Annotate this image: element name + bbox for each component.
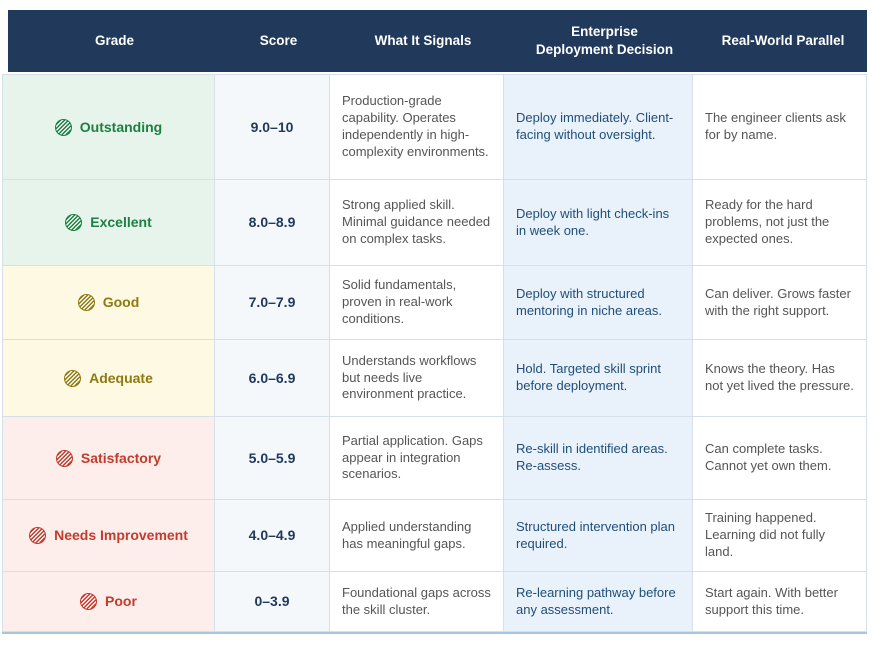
parallel-text: The engineer clients ask for by name. [705,110,846,142]
grade-label: Satisfactory [80,449,162,466]
score-value: 0–3.9 [254,593,290,610]
signals-cell: Solid fundamentals, proven in real-work … [330,266,504,340]
decision-text: Re-skill in identified areas. Re-assess. [516,441,668,473]
table-row: Excellent 8.0–8.9 Strong applied skill. … [2,180,867,266]
grade-cell: Excellent [2,180,215,266]
parallel-text: Training happened. Learning did not full… [705,510,825,559]
grade-dot-icon [55,449,73,467]
decision-text: Structured intervention plan required. [516,518,675,551]
signals-cell: Understands workflows but needs live env… [330,340,504,417]
column-header-label: What It Signals [374,32,472,48]
signals-cell: Production-grade capability. Operates in… [330,74,504,180]
decision-cell: Deploy with structured mentoring in nich… [504,266,693,340]
signals-cell: Foundational gaps across the skill clust… [330,572,504,632]
parallel-text: Start again. With better support this ti… [705,584,838,617]
score-value: 8.0–8.9 [248,214,296,231]
decision-cell: Structured intervention plan required. [504,500,693,572]
decision-text: Deploy with structured mentoring in nich… [516,285,662,318]
grade-cell: Adequate [2,340,215,417]
grade-cell: Satisfactory [2,417,215,500]
grade-dot-icon [64,369,82,387]
grade-label: Adequate [89,369,153,386]
grade-cell: Good [2,266,215,340]
grade-cell: Outstanding [2,74,215,180]
table-row: Outstanding 9.0–10 Production-grade capa… [2,74,867,180]
parallel-text: Ready for the hard problems, not just th… [705,197,830,246]
decision-cell: Hold. Targeted skill sprint before deplo… [504,340,693,417]
grade-label: Outstanding [79,118,163,135]
score-value: 6.0–6.9 [248,369,296,386]
score-value: 4.0–4.9 [248,527,296,544]
parallel-text: Can complete tasks. Cannot yet own them. [705,441,832,473]
decision-text: Deploy with light check-ins in week one. [516,205,670,238]
column-header-label-line-1: Enterprise [571,23,638,39]
decision-cell: Deploy immediately. Client-facing withou… [504,74,693,180]
grade-label: Needs Improvement [54,527,188,544]
table-row: Poor 0–3.9 Foundational gaps across the … [2,572,867,632]
decision-cell: Re-learning pathway before any assessmen… [504,572,693,632]
score-value: 5.0–5.9 [248,449,296,466]
decision-text: Deploy immediately. Client-facing withou… [516,110,674,142]
signals-text: Production-grade capability. Operates in… [342,93,489,159]
signals-text: Solid fundamentals, proven in real-work … [342,277,457,326]
score-cell: 0–3.9 [215,572,330,632]
column-header-label: Score [259,32,298,48]
signals-text: Foundational gaps across the skill clust… [342,584,491,617]
score-cell: 8.0–8.9 [215,180,330,266]
column-header-signals: What It Signals [336,10,510,72]
grade-label: Excellent [90,214,152,231]
grade-label: Good [102,294,140,311]
signals-cell: Partial application. Gaps appear in inte… [330,417,504,500]
signals-cell: Applied understanding has meaningful gap… [330,500,504,572]
decision-text: Re-learning pathway before any assessmen… [516,584,676,617]
grade-dot-icon [65,214,83,231]
table-row: Needs Improvement 4.0–4.9 Applied unders… [2,500,867,572]
table-row: Satisfactory 5.0–5.9 Partial application… [2,417,867,500]
grading-scale-table: Grade Score What It Signals Enterprise D… [2,10,867,634]
score-cell: 6.0–6.9 [215,340,330,417]
parallel-cell: Ready for the hard problems, not just th… [693,180,867,266]
table-row: Adequate 6.0–6.9 Understands workflows b… [2,340,867,417]
decision-text: Hold. Targeted skill sprint before deplo… [516,361,661,393]
signals-text: Applied understanding has meaningful gap… [342,518,472,551]
decision-cell: Re-skill in identified areas. Re-assess. [504,417,693,500]
column-header-deployment-decision: Enterprise Deployment Decision [510,10,699,72]
signals-cell: Strong applied skill. Minimal guidance n… [330,180,504,266]
score-cell: 4.0–4.9 [215,500,330,572]
table-body: Outstanding 9.0–10 Production-grade capa… [2,74,867,632]
signals-text: Strong applied skill. Minimal guidance n… [342,197,491,246]
parallel-cell: Start again. With better support this ti… [693,572,867,632]
signals-text: Partial application. Gaps appear in inte… [342,432,483,482]
column-header-label: Grade [94,32,135,48]
parallel-cell: The engineer clients ask for by name. [693,74,867,180]
grade-label: Poor [105,593,137,610]
signals-text: Understands workflows but needs live env… [342,352,477,402]
column-header-grade: Grade [8,10,221,72]
parallel-cell: Can deliver. Grows faster with the right… [693,266,867,340]
grade-dot-icon [29,527,47,544]
score-cell: 7.0–7.9 [215,266,330,340]
column-header-parallel: Real-World Parallel [699,10,867,72]
table-header-row: Grade Score What It Signals Enterprise D… [8,10,867,72]
grade-cell: Poor [2,572,215,632]
grade-dot-icon [80,593,98,610]
decision-cell: Deploy with light check-ins in week one. [504,180,693,266]
column-header-score: Score [221,10,336,72]
column-header-label-line-2: Deployment Decision [535,42,674,57]
parallel-text: Can deliver. Grows faster with the right… [705,285,851,318]
parallel-cell: Knows the theory. Has not yet lived the … [693,340,867,417]
score-cell: 5.0–5.9 [215,417,330,500]
parallel-text: Knows the theory. Has not yet lived the … [705,361,854,393]
grade-dot-icon [54,118,72,136]
grade-dot-icon [77,294,95,311]
column-header-label: Real-World Parallel [721,32,845,48]
parallel-cell: Can complete tasks. Cannot yet own them. [693,417,867,500]
parallel-cell: Training happened. Learning did not full… [693,500,867,572]
score-value: 9.0–10 [250,118,294,135]
score-cell: 9.0–10 [215,74,330,180]
table-row: Good 7.0–7.9 Solid fundamentals, proven … [2,266,867,340]
grade-cell: Needs Improvement [2,500,215,572]
score-value: 7.0–7.9 [248,294,296,311]
